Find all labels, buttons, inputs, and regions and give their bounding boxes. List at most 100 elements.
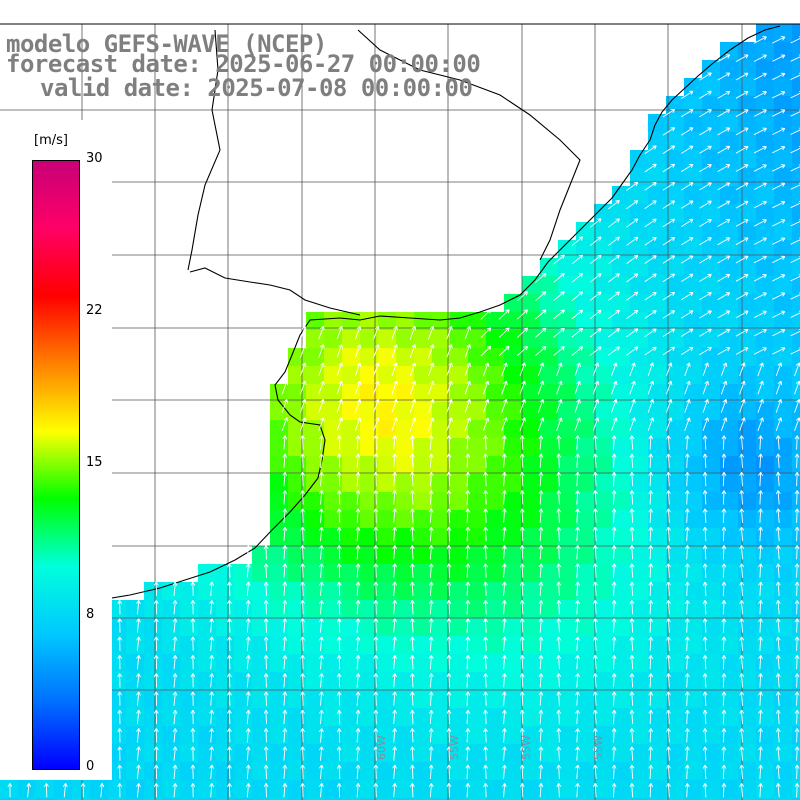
- wind-cell: [324, 798, 342, 800]
- wind-cell: [630, 258, 648, 276]
- wind-arrow: [519, 618, 525, 633]
- wind-arrow: [319, 563, 324, 578]
- wind-cell: [432, 528, 450, 546]
- wind-cell: [342, 600, 360, 618]
- wind-cell: [612, 564, 630, 582]
- wind-cell: [684, 582, 702, 600]
- wind-arrow: [465, 526, 471, 542]
- wind-arrow: [501, 362, 508, 377]
- wind-cell: [486, 726, 504, 744]
- wind-cell: [756, 258, 774, 276]
- wind-cell: [702, 510, 720, 528]
- wind-cell: [468, 546, 486, 564]
- wind-arrow: [644, 291, 657, 301]
- wind-cell: [630, 348, 648, 366]
- wind-cell: [216, 618, 234, 636]
- wind-cell: [540, 690, 558, 708]
- wind-cell: [504, 294, 522, 312]
- wind-cell: [180, 726, 198, 744]
- wind-arrow: [739, 600, 745, 615]
- wind-arrow: [753, 91, 767, 99]
- wind-arrow: [699, 218, 712, 227]
- wind-cell: [558, 744, 576, 762]
- wind-cell: [486, 456, 504, 474]
- wind-arrow: [319, 654, 324, 670]
- wind-cell: [468, 654, 486, 672]
- wind-arrow: [592, 783, 598, 798]
- wind-cell: [216, 798, 234, 800]
- wind-cell: [576, 384, 594, 402]
- wind-arrow: [666, 654, 671, 670]
- wind-arrow: [608, 346, 620, 356]
- wind-arrow: [354, 325, 362, 340]
- wind-arrow: [519, 508, 525, 523]
- wind-arrow: [446, 618, 452, 633]
- wind-cell: [540, 636, 558, 654]
- wind-cell: [774, 276, 792, 294]
- wind-cell: [522, 582, 540, 600]
- wind-arrow: [300, 636, 305, 651]
- wind-cell: [684, 474, 702, 492]
- wind-cell: [504, 600, 522, 618]
- wind-arrow: [373, 654, 379, 670]
- wind-cell: [666, 276, 684, 294]
- wind-arrow: [684, 545, 690, 560]
- wind-arrow: [282, 490, 288, 505]
- wind-cell: [108, 762, 126, 780]
- wind-cell: [504, 762, 522, 780]
- wind-arrow: [538, 581, 544, 597]
- wind-arrow: [391, 417, 398, 432]
- wind-cell: [738, 312, 756, 330]
- wind-arrow: [538, 471, 544, 487]
- wind-arrow: [519, 636, 525, 651]
- wind-cell: [162, 672, 180, 690]
- wind-arrow: [502, 673, 507, 688]
- wind-cell: [396, 492, 414, 510]
- wind-cell: [684, 330, 702, 348]
- wind-cell: [756, 294, 774, 312]
- wind-cell: [72, 780, 90, 798]
- wind-arrow: [666, 636, 671, 651]
- wind-arrow: [629, 728, 635, 743]
- wind-cell: [126, 636, 144, 654]
- wind-cell: [558, 420, 576, 438]
- wind-arrow: [391, 325, 398, 340]
- wind-cell: [576, 708, 594, 726]
- wind-arrow: [190, 691, 196, 706]
- wind-cell: [738, 366, 756, 384]
- wind-cell: [702, 366, 720, 384]
- wind-arrow: [721, 545, 727, 560]
- wind-arrow: [465, 490, 471, 505]
- wind-arrow: [739, 728, 745, 743]
- wind-cell: [450, 510, 468, 528]
- wind-arrow: [373, 728, 379, 743]
- wind-arrow: [611, 380, 618, 395]
- wind-arrow: [735, 292, 749, 300]
- wind-arrow: [575, 453, 580, 468]
- wind-arrow: [702, 600, 708, 615]
- wind-arrow: [556, 783, 562, 798]
- wind-cell: [720, 114, 738, 132]
- wind-arrow: [629, 399, 636, 413]
- wind-cell: [720, 204, 738, 222]
- wind-cell: [612, 708, 630, 726]
- wind-arrow: [172, 618, 178, 633]
- wind-cell: [558, 762, 576, 780]
- wind-arrow: [428, 453, 434, 468]
- wind-arrow: [300, 618, 305, 633]
- wind-cell: [666, 528, 684, 546]
- wind-cell: [306, 330, 324, 348]
- wind-arrow: [538, 526, 544, 542]
- wind-cell: [108, 780, 126, 798]
- wind-arrow: [575, 728, 580, 743]
- wind-cell: [144, 654, 162, 672]
- wind-arrow: [355, 618, 361, 633]
- wind-arrow: [136, 746, 141, 761]
- wind-arrow: [99, 783, 105, 798]
- wind-arrow: [428, 581, 434, 597]
- wind-cell: [522, 618, 540, 636]
- wind-cell: [594, 798, 612, 800]
- wind-arrow: [575, 764, 580, 780]
- wind-cell: [342, 330, 360, 348]
- wind-cell: [630, 150, 648, 168]
